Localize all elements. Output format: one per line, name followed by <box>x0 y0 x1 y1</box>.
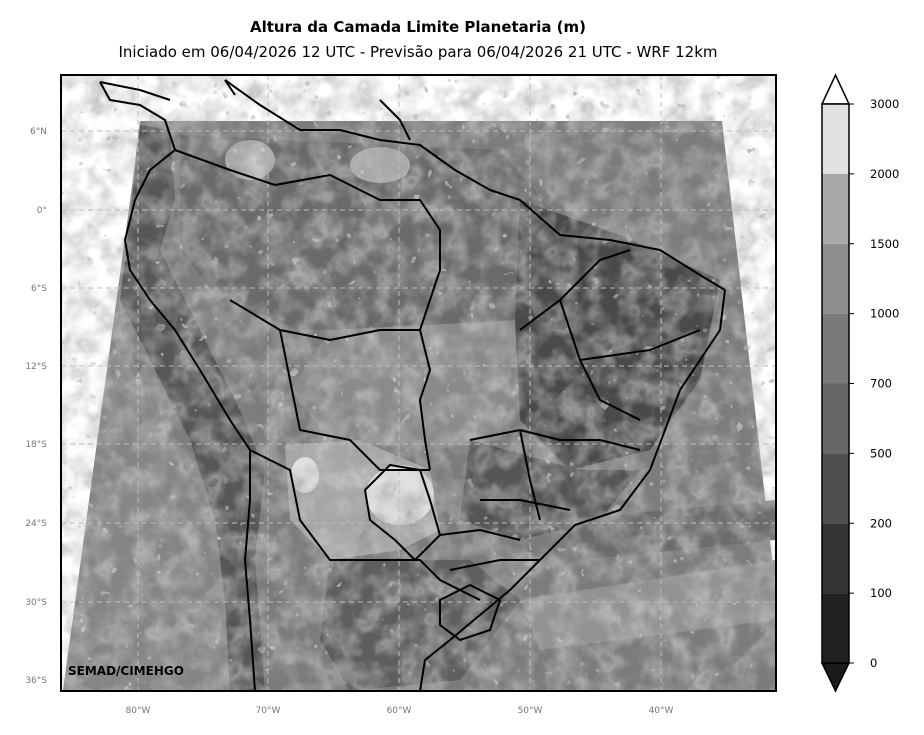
uruguay-border <box>439 584 501 641</box>
map-subtitle: Iniciado em 06/04/2026 12 UTC - Previsão… <box>118 43 718 61</box>
lat-label: 24°S <box>25 519 47 529</box>
colorbar-segment <box>822 243 849 314</box>
state-borders-ne <box>519 249 701 421</box>
coastline-west <box>99 81 256 691</box>
colorbar-tick-label: 2000 <box>870 167 899 181</box>
lat-label: 12°S <box>25 362 47 372</box>
lat-label: 6°N <box>30 127 47 137</box>
colorbar-segment <box>822 313 849 384</box>
colorbar: 0 100 200 500 700 1000 1500 2000 3000 <box>820 73 899 693</box>
colorbar-tick-label: 1500 <box>870 237 899 251</box>
country-borders <box>99 79 726 691</box>
colorbar-segment <box>822 104 849 174</box>
latitude-labels: 6°N 0° 6°S 12°S 18°S 24°S 30°S 36°S <box>25 127 47 686</box>
map-frame <box>60 74 777 692</box>
colorbar-tick-label: 700 <box>870 377 892 391</box>
map-title: Altura da Camada Limite Planetaria (m) <box>249 18 587 36</box>
colorbar-tick-label: 1000 <box>870 307 899 321</box>
lon-label: 70°W <box>256 706 281 716</box>
bolivia-border <box>279 329 430 471</box>
colorbar-segment <box>822 383 849 454</box>
colorbar-tick-label: 100 <box>870 586 892 600</box>
lon-label: 40°W <box>649 706 674 716</box>
lat-label: 18°S <box>25 440 47 450</box>
lat-label: 6°S <box>31 284 47 294</box>
gridlines <box>61 75 776 691</box>
colorbar-tick-label: 200 <box>870 516 892 530</box>
pbl-height-field <box>61 75 776 691</box>
colorbar-segment <box>822 523 849 594</box>
longitude-labels: 80°W 70°W 60°W 50°W 40°W <box>126 706 674 716</box>
state-borders-s <box>439 529 540 571</box>
colorbar-over-arrow <box>820 73 851 105</box>
lon-label: 50°W <box>518 706 543 716</box>
colorbar-tick-label: 0 <box>870 656 877 670</box>
credit-label: SEMAD/CIMEHGO <box>68 664 184 678</box>
colorbar-under-arrow <box>820 662 851 693</box>
lon-label: 60°W <box>387 706 412 716</box>
state-borders-se <box>469 429 641 521</box>
lat-label: 0° <box>37 206 47 216</box>
colorbar-segment <box>822 593 849 663</box>
coastline-north <box>224 79 726 291</box>
colorbar-segment <box>822 453 849 524</box>
lon-label: 80°W <box>126 706 151 716</box>
colorbar-tick-label: 3000 <box>870 97 899 111</box>
colorbar-tick-label: 500 <box>870 446 892 460</box>
central-america-outline <box>99 79 411 141</box>
lat-label: 36°S <box>25 676 47 686</box>
colorbar-segment <box>822 173 849 244</box>
argentina-border <box>249 449 481 601</box>
amazon-border <box>174 149 441 331</box>
lat-label: 30°S <box>25 598 47 608</box>
